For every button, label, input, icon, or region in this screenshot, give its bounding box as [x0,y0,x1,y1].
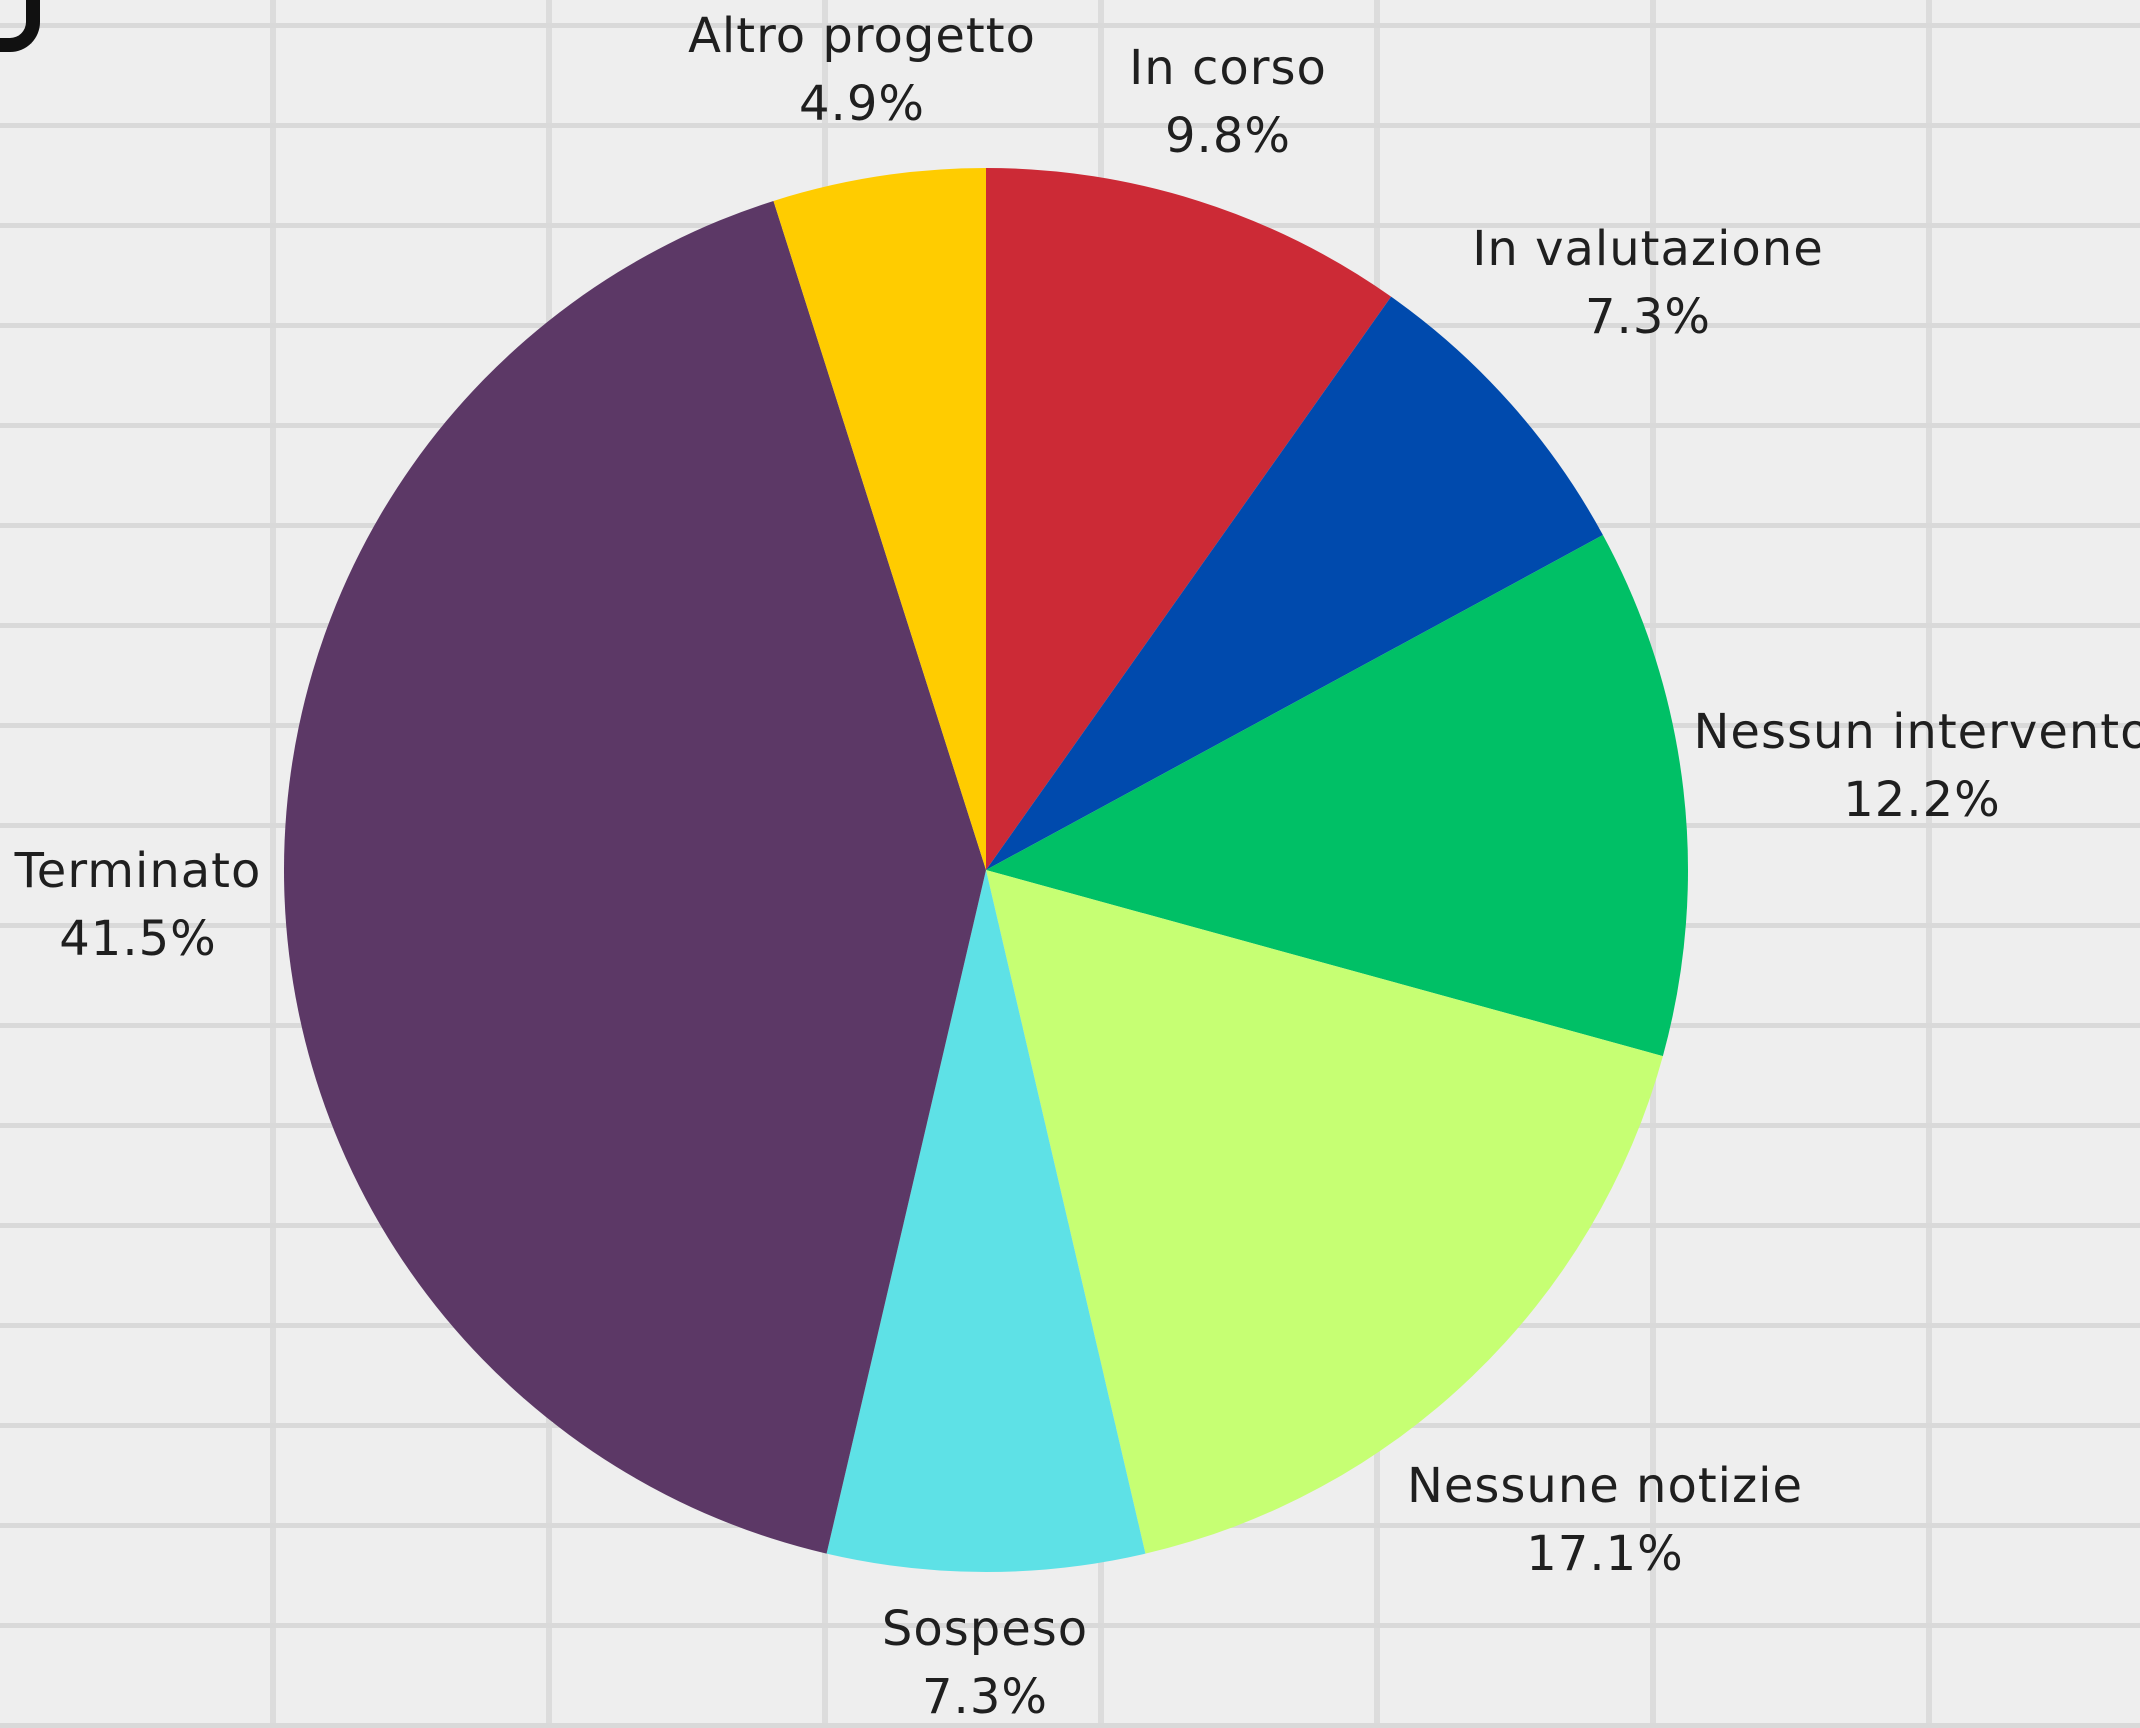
pie-slice-in-corso [986,168,1392,870]
slice-label-nessune-notizie: Nessune notizie [1407,1458,1803,1514]
pie-slice-terminato [283,200,987,1554]
pie-slice-sospeso [826,870,1146,1573]
slice-label-in-corso: In corso [1129,40,1327,96]
slice-label-sospeso: Sospeso [882,1601,1088,1657]
slice-value-nessune-notizie: 17.1% [1526,1526,1683,1582]
pie-slice-in-valutazione [986,296,1603,870]
slice-label-nessun-intervento: Nessun intervento [1694,704,2140,760]
pie-slice-altro-progetto [773,168,986,870]
slices-layer [283,168,1689,1573]
labels-layer: In corso 9.8% In valutazione 7.3% Nessun int… [14,8,2140,1725]
slice-value-in-corso: 9.8% [1165,108,1291,164]
slice-label-in-valutazione: In valutazione [1472,221,1824,277]
slice-value-nessun-intervento: 12.2% [1843,772,2000,828]
slice-label-terminato: Terminato [14,843,262,899]
slice-value-altro-progetto: 4.9% [799,76,925,132]
slice-value-in-valutazione: 7.3% [1585,289,1711,345]
slice-label-altro-progetto: Altro progetto [688,8,1036,64]
slice-value-sospeso: 7.3% [922,1669,1048,1725]
slice-value-terminato: 41.5% [59,911,216,967]
pie-slice-nessune-notizie [986,870,1663,1554]
pie-slice-nessun-intervento [986,535,1689,1057]
